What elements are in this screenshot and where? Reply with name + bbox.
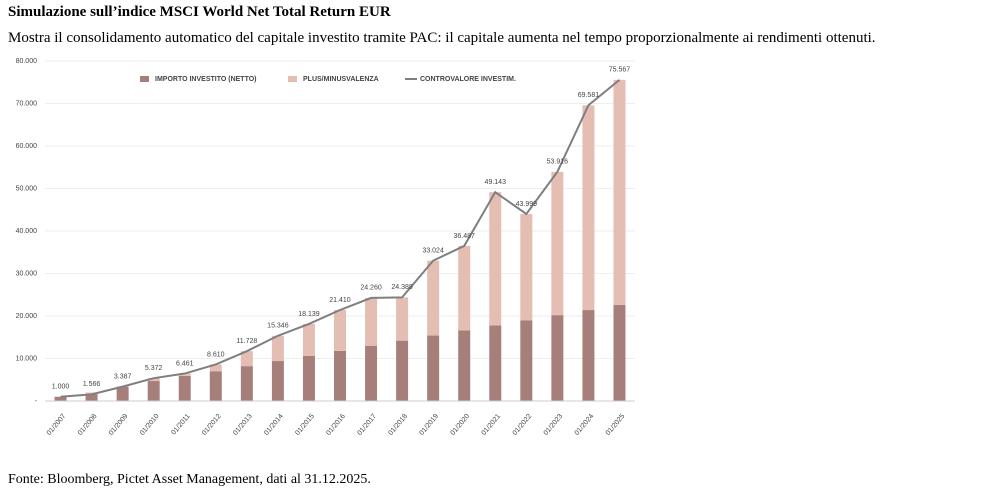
x-tick-label: 01/2017 [356,413,378,437]
y-tick-label: - [35,398,38,405]
bar [458,330,471,401]
bar [178,375,191,401]
bar [365,297,378,346]
x-tick-label: 01/2023 [543,413,565,437]
data-label: 69.581 [578,92,600,99]
y-tick-label: 20.000 [16,313,38,320]
data-label: 24.260 [360,285,382,292]
bar [551,315,564,401]
x-tick-label: 01/2012 [201,413,223,437]
bar [520,320,533,401]
bar [520,214,533,321]
bar [240,351,253,367]
x-tick-label: 01/2009 [108,413,130,437]
bar [147,378,160,382]
y-tick-label: 40.000 [16,228,38,235]
legend-swatch [140,76,149,82]
data-label: 53.916 [547,159,569,166]
bar [613,79,626,305]
subtitle: Mostra il consolidamento automatico del … [8,30,876,46]
bar [334,350,346,401]
bar [427,260,440,336]
legend-label: PLUS/MINUSVALENZA [303,76,379,83]
y-tick-label: 70.000 [16,100,38,107]
x-tick-label: 01/2016 [325,413,347,437]
bar [334,310,346,351]
legend-swatch [288,76,297,82]
bar [209,364,222,372]
x-tick-label: 01/2021 [481,413,503,437]
y-tick-label: 80.000 [16,58,38,65]
y-tick-label: 50.000 [16,185,38,192]
bar [396,297,409,341]
data-label: 11.728 [236,338,257,345]
data-label: 1.000 [52,384,70,391]
data-label: 75.567 [609,67,631,74]
x-tick-label: 01/2013 [232,413,254,437]
bar [147,381,160,401]
data-label: 24.388 [391,284,413,291]
bar [178,373,191,376]
bar [489,325,502,401]
bar [582,105,595,311]
x-tick-label: 01/2007 [46,413,68,437]
bar [551,171,564,316]
chart: - 10.000 20.000 30.000 40.000 50.000 60.000 70.… [16,58,635,437]
data-label: 5.372 [145,365,163,372]
data-label: 36.487 [453,233,475,240]
bar [271,361,284,401]
bar [396,340,409,401]
x-tick-label: 01/2019 [418,413,440,437]
legend-label: IMPORTO INVESTITO (NETTO) [155,76,257,83]
data-label: 8.610 [207,351,225,358]
data-label: 18.139 [298,311,320,318]
line [60,79,621,398]
bar [365,345,378,401]
bar [271,335,284,362]
source: Fonte: Bloomberg, Pictet Asset Managemen… [8,472,371,487]
bar [209,371,222,401]
y-tick-label: 10.000 [16,355,38,362]
y-tick-label: 60.000 [16,143,38,150]
data-label: 21.410 [329,297,351,304]
x-tick-label: 01/2025 [605,413,627,437]
data-label: 43.999 [516,201,538,208]
x-tick-label: 01/2011 [170,413,191,437]
bar [582,310,595,401]
x-tick-label: 01/2010 [139,413,161,437]
bar [302,355,315,401]
x-tick-label: 01/2014 [263,413,285,437]
x-tick-label: 01/2020 [450,413,472,437]
x-tick-label: 01/2008 [77,413,99,437]
bar [240,366,253,401]
x-tick-label: 01/2018 [387,413,409,437]
bar [489,192,502,326]
bar [427,335,440,401]
data-label: 3.387 [114,373,132,380]
legend-label: CONTROVALORE INVESTIM. [420,76,516,83]
bar [302,323,315,356]
data-label: 1.566 [83,381,101,388]
data-label: 15.346 [267,323,289,330]
bar [613,304,626,401]
data-label: 33.024 [422,247,444,254]
bar [116,386,129,401]
title: Simulazione sull’indice MSCI World Net T… [8,4,391,20]
x-tick-label: 01/2024 [574,413,596,437]
bar [85,392,98,401]
data-label: 49.143 [485,179,507,186]
y-tick-label: 30.000 [16,270,38,277]
x-tick-label: 01/2015 [294,413,316,437]
bar [458,245,471,331]
data-label: 6.461 [176,360,194,367]
bar [54,396,67,401]
x-tick-label: 01/2022 [512,413,534,437]
